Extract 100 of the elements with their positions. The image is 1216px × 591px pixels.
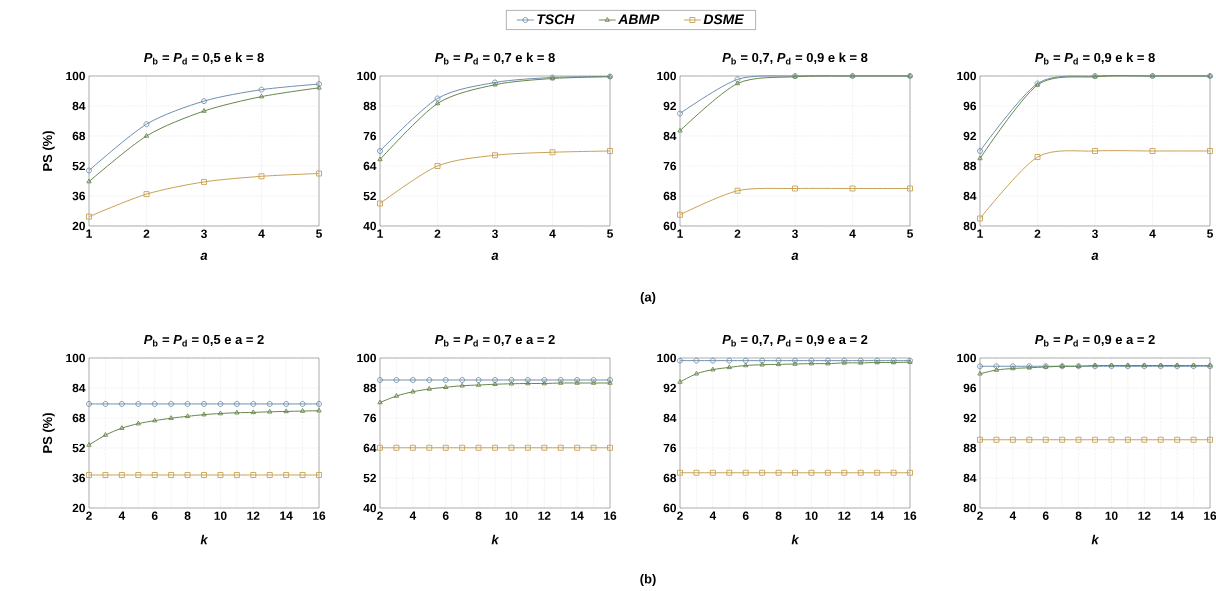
point bbox=[184, 400, 191, 407]
point bbox=[1124, 436, 1131, 443]
x-tick-label: 6 bbox=[151, 511, 158, 520]
point bbox=[426, 444, 433, 451]
point bbox=[541, 444, 548, 451]
point bbox=[726, 469, 733, 476]
point bbox=[824, 469, 831, 476]
point bbox=[709, 357, 716, 364]
point bbox=[759, 357, 766, 364]
x-tick-label: 2 bbox=[86, 511, 92, 520]
x-tick-label: 12 bbox=[247, 511, 260, 520]
y-tick-label: 52 bbox=[72, 161, 85, 171]
x-tick-label: 4 bbox=[709, 511, 717, 520]
y-tick-label: 60 bbox=[663, 503, 676, 513]
x-tick-label: 2 bbox=[734, 229, 741, 238]
x-tick-label: 4 bbox=[409, 511, 417, 520]
point bbox=[258, 86, 265, 93]
point bbox=[977, 436, 983, 443]
point bbox=[168, 472, 175, 478]
x-tick-label: 6 bbox=[1042, 511, 1049, 520]
chart-title: P$_{b}$ = 0,7, P$_{d}$ = 0,9 e k = 8 bbox=[722, 52, 868, 65]
point bbox=[283, 400, 290, 407]
point bbox=[907, 469, 913, 476]
point bbox=[743, 362, 749, 368]
chart-title: P$_{b}$ = P$_{d}$ = 0,7 e k = 8 bbox=[435, 52, 555, 65]
point bbox=[775, 469, 782, 476]
point bbox=[434, 163, 441, 169]
point bbox=[759, 361, 765, 367]
point bbox=[250, 472, 257, 478]
point bbox=[102, 400, 109, 407]
point bbox=[283, 472, 290, 478]
point bbox=[557, 444, 564, 451]
point bbox=[459, 444, 466, 451]
point bbox=[792, 185, 798, 192]
point bbox=[184, 472, 191, 478]
y-tick-label: 100 bbox=[657, 353, 676, 363]
y-tick-label: 68 bbox=[72, 131, 86, 141]
x-tick-label: 3 bbox=[1091, 229, 1098, 238]
point bbox=[267, 408, 273, 414]
x-tick-label: 4 bbox=[258, 229, 265, 238]
point bbox=[250, 409, 256, 415]
point bbox=[434, 95, 441, 102]
point bbox=[1026, 436, 1033, 443]
y-tick-label: 20 bbox=[72, 221, 85, 231]
x-tick-label: 4 bbox=[549, 229, 556, 238]
point bbox=[217, 410, 224, 416]
point bbox=[201, 98, 207, 105]
x-axis-title: k bbox=[491, 534, 500, 545]
x-tick-label: 5 bbox=[907, 229, 913, 238]
point bbox=[143, 191, 150, 198]
y-tick-label: 100 bbox=[357, 353, 376, 363]
chart-title: P$_{b}$ = P$_{d}$ = 0,9 e k = 8 bbox=[1035, 52, 1155, 65]
point bbox=[442, 444, 449, 451]
y-tick-label: 88 bbox=[963, 443, 977, 453]
point bbox=[1190, 436, 1197, 443]
y-tick-label: 88 bbox=[363, 101, 377, 111]
point bbox=[442, 377, 449, 383]
y-tick-label: 92 bbox=[663, 383, 677, 393]
point bbox=[1092, 436, 1098, 443]
line-series bbox=[86, 170, 322, 220]
point bbox=[168, 400, 175, 407]
point bbox=[808, 469, 815, 476]
x-tick-label: 1 bbox=[377, 229, 383, 238]
point bbox=[1034, 154, 1041, 160]
y-tick-label: 68 bbox=[663, 191, 677, 201]
point bbox=[742, 469, 749, 476]
x-axis-title: a bbox=[1091, 252, 1099, 260]
y-tick-label: 84 bbox=[963, 191, 977, 201]
x-tick-label: 6 bbox=[442, 511, 449, 520]
point bbox=[1157, 436, 1164, 443]
y-tick-label: 80 bbox=[963, 221, 976, 231]
y-tick-label: 100 bbox=[957, 353, 976, 363]
y-tick-label: 20 bbox=[72, 503, 85, 513]
y-tick-label: 100 bbox=[657, 71, 676, 81]
point bbox=[1059, 436, 1066, 443]
x-tick-label: 10 bbox=[214, 511, 227, 520]
legend-label: ABMP bbox=[618, 14, 660, 25]
point bbox=[201, 178, 207, 185]
x-tick-label: 10 bbox=[505, 511, 518, 520]
point bbox=[184, 413, 191, 419]
x-tick-label: 16 bbox=[604, 511, 617, 520]
point bbox=[434, 100, 441, 106]
y-tick-label: 76 bbox=[663, 443, 677, 453]
y-tick-label: 68 bbox=[72, 413, 86, 423]
y-tick-label: 84 bbox=[72, 383, 86, 393]
point bbox=[734, 76, 741, 83]
point bbox=[168, 415, 174, 420]
point bbox=[143, 133, 150, 138]
point bbox=[508, 444, 515, 451]
point bbox=[233, 472, 240, 478]
point bbox=[201, 108, 207, 113]
x-tick-label: 10 bbox=[805, 511, 818, 520]
point bbox=[890, 469, 897, 476]
y-axis-title: PS (%) bbox=[42, 413, 55, 453]
y-tick-label: 60 bbox=[663, 221, 676, 231]
point bbox=[693, 370, 700, 376]
point bbox=[607, 444, 613, 451]
point bbox=[266, 472, 273, 478]
x-tick-label: 2 bbox=[677, 511, 683, 520]
point bbox=[475, 382, 482, 387]
